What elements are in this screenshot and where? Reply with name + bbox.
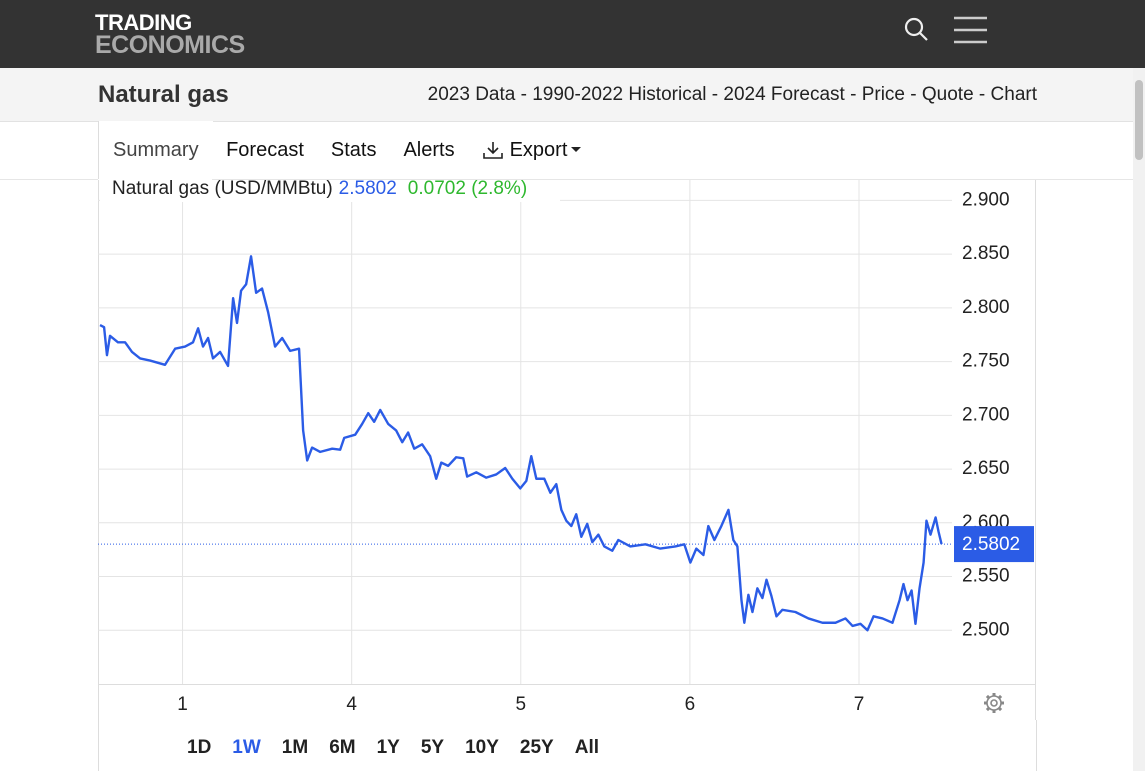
range-button[interactable]: 25Y [519, 737, 554, 758]
top-bar: TRADING ECONOMICS [0, 0, 1145, 68]
y-tick-label: 2.650 [962, 458, 1010, 479]
sub-header: Natural gas 2023 Data - 1990-2022 Histor… [0, 68, 1133, 122]
divider [1036, 720, 1037, 771]
gear-tooth [997, 706, 1003, 712]
x-tick-label: 1 [177, 694, 188, 715]
divider [0, 179, 98, 180]
divider [98, 720, 99, 771]
range-buttons: 1D 1W 1M 6M 1Y 5Y 10Y 25Y All [187, 735, 599, 761]
series-name: Natural gas (USD/MMBtu) [112, 180, 333, 199]
x-tick-label: 5 [515, 694, 526, 715]
logo-bottom[interactable]: ECONOMICS [95, 31, 245, 59]
menu-icon[interactable] [954, 16, 987, 44]
header-icons [904, 16, 987, 44]
search-icon[interactable] [904, 17, 928, 41]
range-button[interactable]: 1D [187, 737, 212, 758]
range-button[interactable]: 5Y [420, 737, 445, 758]
nav-links[interactable]: 2023 Data - 1990-2022 Historical - 2024 … [427, 84, 1037, 105]
tab[interactable]: Export [468, 121, 596, 179]
scrollbar[interactable] [1133, 68, 1145, 771]
tab-label[interactable]: Export [509, 139, 568, 161]
x-tick-label: 6 [685, 694, 696, 715]
x-tick-label: 4 [346, 694, 357, 715]
tabs: Summary Forecast Stats Alerts Export [98, 121, 596, 179]
range-button[interactable]: 1M [281, 737, 309, 758]
caret [571, 147, 582, 152]
gear-tooth [985, 706, 991, 712]
legend-price: 2.5802 [339, 180, 397, 199]
gear-tooth [985, 694, 991, 700]
chart: 2.5002.5502.6002.6502.7002.7502.8002.850… [98, 180, 1036, 720]
last-price-label: 2.5802 [962, 534, 1020, 555]
tab[interactable]: Forecast [213, 121, 318, 179]
x-tick-label: 7 [854, 694, 865, 715]
range-button[interactable]: 1Y [376, 737, 400, 758]
tab[interactable]: Alerts [390, 121, 468, 179]
divider [212, 179, 1133, 180]
legend-change: 0.0702 (2.8%) [408, 180, 527, 199]
y-tick-label: 2.750 [962, 351, 1010, 372]
last-price-tag [954, 526, 1034, 563]
tab-label[interactable]: Summary [113, 139, 199, 161]
page-title: Natural gas [98, 81, 229, 108]
logo-top[interactable]: TRADING [95, 10, 192, 35]
y-tick-label: 2.800 [962, 297, 1010, 318]
download-icon [482, 142, 503, 159]
y-tick-label: 2.500 [962, 619, 1010, 640]
gear-ring [986, 695, 1002, 711]
range-button[interactable]: 1W [232, 737, 261, 758]
legend: Natural gas (USD/MMBtu) 2.5802 0.0702 (2.8… [112, 180, 527, 199]
legend-bg [100, 180, 560, 202]
range-button[interactable]: All [574, 737, 600, 758]
tab-label[interactable]: Alerts [403, 139, 455, 161]
scroll-thumb[interactable] [1135, 80, 1143, 160]
gear-tooth [997, 694, 1003, 700]
tab[interactable]: Stats [317, 121, 390, 179]
tab-label[interactable]: Stats [330, 139, 377, 161]
gear-hub [990, 699, 998, 707]
y-tick-label: 2.550 [962, 566, 1010, 587]
price-line [99, 255, 943, 632]
range-button[interactable]: 10Y [465, 737, 499, 758]
y-tick-label: 2.700 [962, 404, 1010, 425]
tab[interactable]: Summary [98, 121, 213, 179]
tab-label[interactable]: Forecast [226, 139, 304, 161]
y-tick-label: 2.850 [962, 243, 1010, 264]
settings-icon[interactable] [984, 693, 1004, 713]
y-tick-label: 2.900 [962, 189, 1010, 210]
range-button[interactable]: 6M [329, 737, 356, 758]
